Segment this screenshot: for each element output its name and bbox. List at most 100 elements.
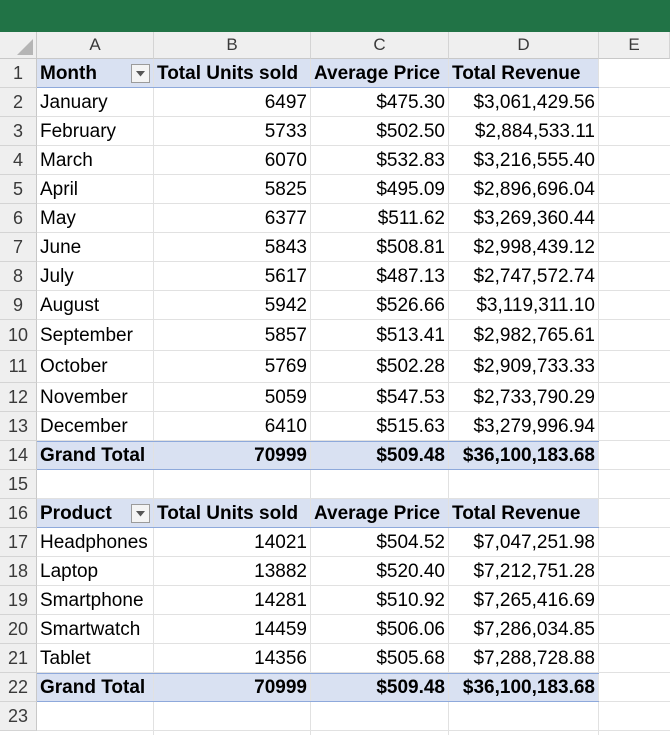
column-header-a[interactable]: A: [37, 32, 154, 59]
month_table-cell[interactable]: $502.50: [376, 120, 445, 142]
product_table-header-0[interactable]: Product: [40, 502, 112, 524]
row-header-10[interactable]: 10: [0, 320, 37, 351]
product_table-cell[interactable]: $7,288,728.88: [473, 647, 595, 669]
month_table-cell[interactable]: August: [40, 294, 100, 316]
month_table-cell[interactable]: September: [40, 324, 133, 346]
column-header-c[interactable]: C: [311, 32, 449, 59]
product_table-cell[interactable]: 14281: [254, 589, 307, 611]
product_table-grand-total-1[interactable]: 70999: [254, 676, 307, 698]
month_table-cell[interactable]: 5857: [264, 324, 307, 346]
month_table-cell[interactable]: $495.09: [376, 178, 445, 200]
product_table-cell[interactable]: Tablet: [40, 647, 91, 669]
column-header-e[interactable]: E: [599, 32, 670, 59]
month_table-header-0[interactable]: Month: [40, 62, 97, 84]
month_table-cell[interactable]: 5059: [264, 386, 307, 408]
month_table-cell[interactable]: 5769: [264, 356, 307, 377]
row-header-6[interactable]: 6: [0, 204, 37, 233]
month_table-grand-total-1[interactable]: 70999: [254, 444, 307, 466]
month_table-cell[interactable]: 6410: [264, 415, 307, 437]
column-header-d[interactable]: D: [449, 32, 599, 59]
month_table-cell[interactable]: May: [40, 207, 76, 229]
row-header-2[interactable]: 2: [0, 88, 37, 117]
month_table-cell[interactable]: $487.13: [376, 265, 445, 287]
row-header-16[interactable]: 16: [0, 499, 37, 528]
month_table-cell[interactable]: $2,733,790.29: [473, 386, 595, 408]
month_table-cell[interactable]: $3,119,311.10: [476, 294, 595, 316]
month_table-header-3[interactable]: Total Revenue: [452, 62, 581, 84]
month_table-cell[interactable]: 5825: [264, 178, 307, 200]
row-header-20[interactable]: 20: [0, 615, 37, 644]
product_table-cell[interactable]: $7,265,416.69: [473, 589, 595, 611]
product_table-header-2[interactable]: Average Price: [314, 502, 441, 524]
product_table-cell[interactable]: $520.40: [376, 560, 445, 582]
month_table-cell[interactable]: December: [40, 415, 128, 437]
month_table-grand-total-0[interactable]: Grand Total: [40, 444, 146, 466]
product_table-grand-total-3[interactable]: $36,100,183.68: [462, 676, 595, 698]
month_table-cell[interactable]: $508.81: [376, 236, 445, 258]
product_table-cell[interactable]: $506.06: [376, 618, 445, 640]
product_table-cell[interactable]: Smartphone: [40, 589, 144, 611]
month_table-cell[interactable]: March: [40, 149, 93, 171]
month_table-cell[interactable]: April: [40, 178, 79, 200]
month_table-cell[interactable]: 6497: [264, 91, 307, 113]
product_table-cell[interactable]: 14459: [254, 618, 307, 640]
month_table-cell[interactable]: $2,747,572.74: [473, 265, 595, 287]
product_table-header-3[interactable]: Total Revenue: [452, 502, 581, 524]
product_table-cell[interactable]: Laptop: [40, 560, 99, 582]
month_table-cell[interactable]: 5942: [264, 294, 307, 316]
month_table-cell[interactable]: $502.28: [376, 356, 445, 377]
product_table-cell[interactable]: Headphones: [40, 531, 148, 553]
month_table-cell[interactable]: 6377: [264, 207, 307, 229]
month_table-cell[interactable]: 5617: [264, 265, 307, 287]
column-header-b[interactable]: B: [154, 32, 311, 59]
product-filter-dropdown[interactable]: [131, 504, 150, 523]
month_table-header-1[interactable]: Total Units sold: [157, 62, 299, 84]
month_table-cell[interactable]: January: [40, 91, 108, 113]
row-header-17[interactable]: 17: [0, 528, 37, 557]
row-header-4[interactable]: 4: [0, 146, 37, 175]
row-header-21[interactable]: 21: [0, 644, 37, 673]
month_table-cell[interactable]: $547.53: [376, 386, 445, 408]
month_table-header-2[interactable]: Average Price: [314, 62, 441, 84]
row-header-15[interactable]: 15: [0, 470, 37, 499]
row-header-23[interactable]: 23: [0, 702, 37, 731]
month_table-cell[interactable]: 5733: [264, 120, 307, 142]
month_table-cell[interactable]: 5843: [264, 236, 307, 258]
month_table-cell[interactable]: $2,982,765.61: [473, 324, 595, 346]
spreadsheet-grid[interactable]: A B C D E 1 2 3 4 5 6 7 8 9 10 11 12 13 14 15 16 17 18 19 20 21 22…: [0, 32, 670, 735]
month_table-cell[interactable]: November: [40, 386, 128, 408]
row-header-19[interactable]: 19: [0, 586, 37, 615]
product_table-grand-total-0[interactable]: Grand Total: [40, 676, 146, 698]
month_table-cell[interactable]: February: [40, 120, 117, 142]
row-header-14[interactable]: 14: [0, 441, 37, 470]
month_table-cell[interactable]: $3,269,360.44: [473, 207, 595, 229]
select-all-corner[interactable]: [0, 32, 37, 59]
product_table-cell[interactable]: $504.52: [376, 531, 445, 553]
product_table-cell[interactable]: $7,047,251.98: [473, 531, 595, 553]
row-header-18[interactable]: 18: [0, 557, 37, 586]
row-header-3[interactable]: 3: [0, 117, 37, 146]
month_table-cell[interactable]: $475.30: [376, 91, 445, 113]
row-header-5[interactable]: 5: [0, 175, 37, 204]
row-header-1[interactable]: 1: [0, 59, 37, 88]
row-header-9[interactable]: 9: [0, 291, 37, 320]
month_table-cell[interactable]: 6070: [264, 149, 307, 171]
month_table-cell[interactable]: $511.62: [377, 207, 445, 229]
month_table-cell[interactable]: $513.41: [376, 324, 445, 346]
month_table-cell[interactable]: $532.83: [376, 149, 445, 171]
product_table-cell[interactable]: 13882: [254, 560, 307, 582]
month_table-cell[interactable]: $2,998,439.12: [473, 236, 595, 258]
month_table-cell[interactable]: $515.63: [376, 415, 445, 437]
month_table-cell[interactable]: $3,279,996.94: [473, 415, 595, 437]
month_table-cell[interactable]: $3,216,555.40: [473, 149, 595, 171]
row-header-11[interactable]: 11: [0, 351, 37, 383]
row-header-22[interactable]: 22: [0, 673, 37, 702]
month_table-cell[interactable]: $526.66: [376, 294, 445, 316]
month_table-cell[interactable]: $2,884,533.11: [474, 120, 595, 142]
row-header-13[interactable]: 13: [0, 412, 37, 441]
month_table-cell[interactable]: June: [40, 236, 82, 258]
product_table-header-1[interactable]: Total Units sold: [157, 502, 299, 524]
product_table-cell[interactable]: Smartwatch: [40, 618, 141, 640]
product_table-grand-total-2[interactable]: $509.48: [376, 676, 445, 698]
product_table-cell[interactable]: 14021: [254, 531, 307, 553]
